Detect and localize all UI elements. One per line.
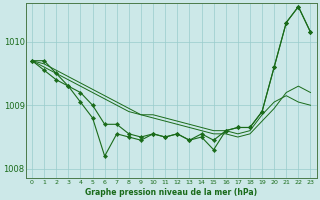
X-axis label: Graphe pression niveau de la mer (hPa): Graphe pression niveau de la mer (hPa): [85, 188, 257, 197]
